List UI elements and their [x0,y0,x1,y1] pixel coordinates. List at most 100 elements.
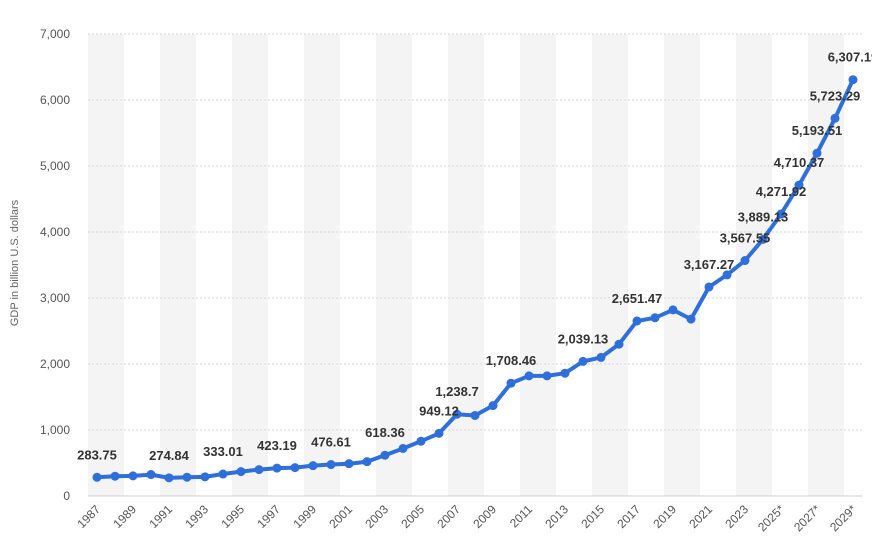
data-point[interactable] [182,472,192,482]
data-point[interactable] [416,436,426,446]
data-points [92,75,858,483]
x-tick-label: 2023 [722,502,751,531]
data-point[interactable] [380,450,390,460]
x-tick-label: 1991 [146,502,175,531]
data-label: 3,567.55 [720,231,771,246]
y-tick-label: 2,000 [40,357,70,371]
background-band [520,34,556,496]
x-tick-label: 1999 [290,502,319,531]
data-point[interactable] [434,428,444,438]
data-label: 1,238.7 [435,384,478,399]
x-tick-label: 2001 [326,502,355,531]
data-label: 618.36 [365,425,405,440]
data-label: 333.01 [203,444,243,459]
data-point[interactable] [200,472,210,482]
background-band [304,34,340,496]
background-band [376,34,412,496]
data-point[interactable] [470,410,480,420]
data-label: 4,271.92 [756,184,807,199]
data-label: 949.12 [419,403,459,418]
x-tick-label: 1997 [254,502,283,531]
data-point[interactable] [848,75,858,85]
y-tick-label: 6,000 [40,93,70,107]
data-point[interactable] [110,471,120,481]
data-point[interactable] [668,305,678,315]
data-label: 476.61 [311,435,351,450]
data-point[interactable] [614,339,624,349]
data-point[interactable] [686,314,696,324]
data-point[interactable] [254,465,264,475]
data-point[interactable] [362,457,372,467]
data-point[interactable] [290,463,300,473]
data-label: 2,651.47 [612,291,663,306]
data-point[interactable] [542,371,552,381]
data-point[interactable] [236,467,246,477]
data-point[interactable] [758,234,768,244]
x-tick-label: 2005 [398,502,427,531]
data-point[interactable] [398,443,408,453]
data-point[interactable] [524,371,534,381]
y-tick-label: 5,000 [40,159,70,173]
data-point[interactable] [776,209,786,219]
background-bands [88,34,844,496]
data-point[interactable] [308,461,318,471]
background-band [448,34,484,496]
data-point[interactable] [596,352,606,362]
data-point[interactable] [632,316,642,326]
data-point[interactable] [164,473,174,483]
x-tick-label: 2027* [791,502,823,534]
data-point[interactable] [794,180,804,190]
data-label: 4,710.37 [774,155,825,170]
data-point[interactable] [650,313,660,323]
x-tick-label: 2009 [470,502,499,531]
background-band [808,34,844,496]
x-tick-label: 1989 [110,502,139,531]
x-tick-label: 2007 [434,502,463,531]
background-band [88,34,124,496]
background-band [160,34,196,496]
data-point[interactable] [452,409,462,419]
data-label: 3,889.13 [738,209,789,224]
x-tick-label: 2003 [362,502,391,531]
data-label: 5,723.29 [810,88,861,103]
data-label: 3,167.27 [684,257,735,272]
data-point[interactable] [488,401,498,411]
data-point[interactable] [812,148,822,158]
y-tick-label: 1,000 [40,423,70,437]
data-point[interactable] [704,282,714,292]
x-tick-label: 1993 [182,502,211,531]
data-point[interactable] [326,460,336,470]
x-tick-label: 2013 [542,502,571,531]
data-point[interactable] [740,256,750,266]
data-point[interactable] [722,270,732,280]
data-point[interactable] [578,356,588,366]
data-point[interactable] [830,113,840,123]
data-point[interactable] [218,469,228,479]
data-point[interactable] [506,378,516,388]
x-axis-ticks: 1987 1989 1991 1993 1995 1997 1999 2001 2003 2005… [74,502,859,534]
data-point[interactable] [128,471,138,481]
y-axis-label: GDP in billion U.S. dollars [9,199,21,326]
y-tick-label: 3,000 [40,291,70,305]
data-label: 2,039.13 [558,331,609,346]
data-point[interactable] [272,463,282,473]
y-tick-label: 7,000 [40,27,70,41]
data-point[interactable] [344,459,354,469]
y-axis-ticks: 0 1,000 2,000 3,000 4,000 5,000 6,000 7,000 [40,27,70,503]
data-label: 5,193.51 [792,123,843,138]
data-point[interactable] [146,470,156,480]
data-label: 6,307.19 [828,50,872,65]
x-tick-label: 2011 [507,502,535,530]
y-tick-label: 0 [63,489,70,503]
x-tick-label: 2017 [614,502,643,531]
data-point[interactable] [560,368,570,378]
data-label: 423.19 [257,438,297,453]
x-tick-label: 1995 [218,502,247,531]
x-tick-label: 2021 [686,502,715,531]
data-point[interactable] [92,472,102,482]
data-label: 1,708.46 [486,353,537,368]
x-tick-label: 2015 [578,502,607,531]
data-label: 283.75 [77,447,117,462]
x-tick-label: 2029* [827,502,859,534]
